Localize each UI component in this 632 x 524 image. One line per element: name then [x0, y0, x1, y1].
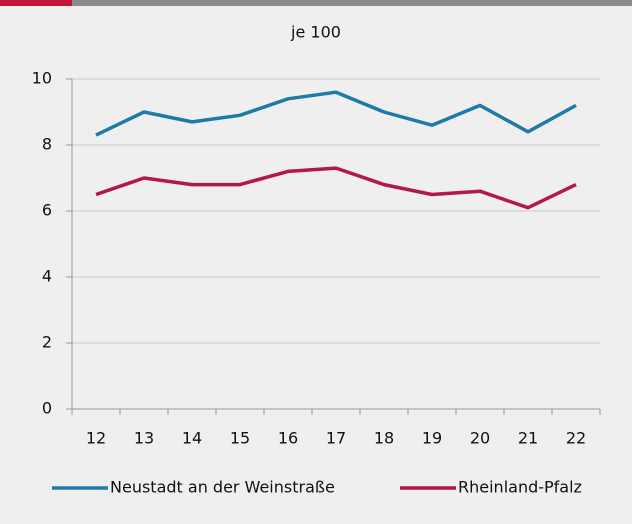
- x-tick-label: 22: [566, 429, 586, 448]
- x-tick-label: 21: [518, 429, 538, 448]
- x-tick-label: 13: [134, 429, 154, 448]
- x-tick-label: 16: [278, 429, 298, 448]
- top-accent: [0, 0, 72, 6]
- y-tick-label: 6: [42, 201, 52, 220]
- x-tick-label: 15: [230, 429, 250, 448]
- x-tick-label: 20: [470, 429, 490, 448]
- y-tick-label: 0: [42, 399, 52, 418]
- legend-label: Neustadt an der Weinstraße: [110, 478, 335, 497]
- chart-title: je 100: [290, 23, 341, 42]
- y-tick-label: 8: [42, 135, 52, 154]
- series-line: [95, 90, 577, 137]
- y-tick-label: 2: [42, 333, 52, 352]
- y-tick-label: 10: [32, 69, 52, 88]
- x-tick-label: 18: [374, 429, 394, 448]
- x-tick-label: 17: [326, 429, 346, 448]
- x-tick-label: 12: [86, 429, 106, 448]
- y-tick-label: 4: [42, 267, 52, 286]
- x-tick-label: 19: [422, 429, 442, 448]
- series-line: [95, 166, 577, 210]
- top-bar: [72, 0, 632, 6]
- legend-label: Rheinland-Pfalz: [458, 478, 582, 497]
- x-tick-label: 14: [182, 429, 202, 448]
